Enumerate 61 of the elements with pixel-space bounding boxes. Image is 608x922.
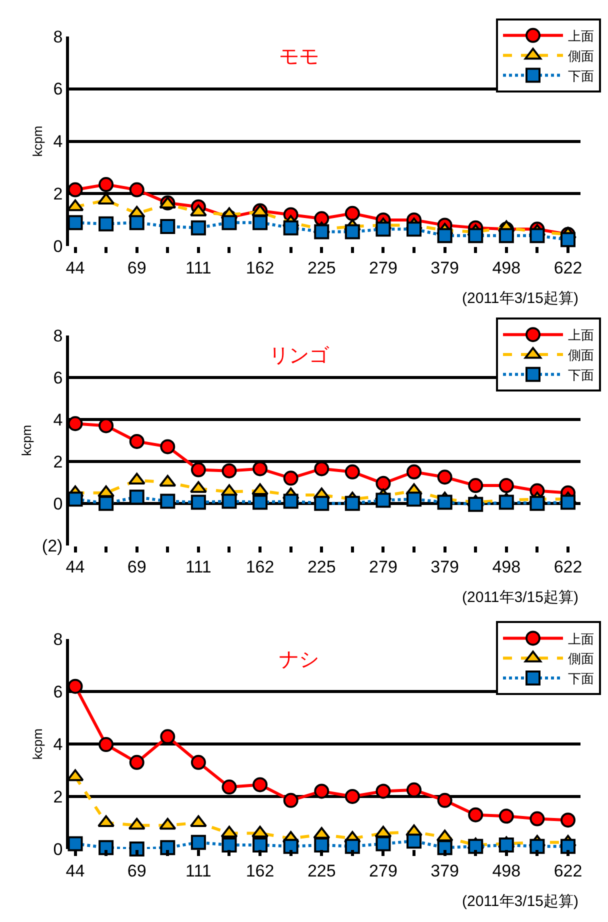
x-tick-label: 279 (369, 558, 398, 577)
x-tick-label: 44 (66, 558, 85, 577)
legend-label: 下面 (568, 68, 594, 84)
x-tick-label: 279 (369, 258, 398, 278)
y-tick-label: 2 (53, 787, 63, 806)
x-tick-label: 111 (186, 558, 212, 577)
text: リンゴ (269, 345, 330, 367)
x-tick-label: 279 (369, 861, 398, 880)
legend-label: 側面 (568, 48, 594, 64)
x-tick-label: 225 (307, 258, 336, 278)
y-tick-label: 0 (53, 237, 63, 256)
y-tick-label: 0 (53, 840, 63, 859)
text: (2011年3/15起算) (462, 893, 578, 910)
x-tick-label: 69 (127, 258, 146, 278)
y-tick-label: 2 (53, 184, 63, 204)
x-tick-label: 111 (186, 258, 212, 278)
legend-label: 下面 (568, 367, 594, 382)
text: モモ (279, 46, 319, 68)
x-tick-label: 379 (430, 861, 459, 880)
y-tick-label: 6 (53, 368, 63, 388)
x-tick-label: 162 (246, 258, 274, 278)
y-tick-label: (2) (42, 536, 63, 556)
x-tick-label: 69 (127, 558, 146, 577)
y-tick-label: 6 (53, 682, 63, 702)
x-tick-label: 498 (492, 258, 521, 278)
y-tick-label: 0 (53, 494, 63, 514)
x-tick-label: 379 (430, 258, 459, 278)
x-tick-label: 622 (554, 258, 582, 278)
x-tick-label: 498 (492, 558, 521, 577)
y-tick-label: 4 (53, 132, 63, 152)
x-tick-label: 225 (307, 558, 336, 577)
x-tick-label: 622 (554, 861, 582, 880)
x-tick-label: 498 (492, 861, 521, 880)
x-tick-label: 622 (554, 558, 582, 577)
x-tick-label: 162 (246, 558, 274, 577)
y-axis-title: kcpm (30, 126, 46, 157)
text: (2011年3/15起算) (462, 290, 578, 307)
x-tick-label: 44 (66, 258, 85, 278)
y-axis-title: kcpm (18, 424, 34, 456)
legend-label: 上面 (568, 328, 594, 343)
y-tick-label: 6 (53, 80, 63, 99)
x-tick-label: 44 (66, 861, 85, 880)
y-axis-title: kcpm (30, 728, 46, 760)
text: ナシ (279, 649, 319, 671)
y-tick-label: 4 (53, 734, 63, 754)
y-tick-label: 8 (53, 326, 63, 346)
legend-label: 側面 (568, 651, 594, 666)
x-tick-label: 69 (127, 861, 146, 880)
x-tick-label: 379 (430, 558, 459, 577)
legend-label: 上面 (568, 631, 594, 646)
legend-label: 下面 (568, 671, 594, 686)
x-tick-label: 111 (186, 861, 212, 880)
y-tick-label: 4 (53, 410, 63, 430)
legend-label: 側面 (568, 348, 594, 363)
text: (2011年3/15起算) (462, 589, 578, 606)
y-tick-label: 8 (53, 27, 63, 46)
x-tick-label: 162 (246, 861, 274, 880)
y-tick-label: 8 (53, 630, 63, 650)
legend-label: 上面 (568, 28, 594, 44)
x-tick-label: 225 (307, 861, 336, 880)
y-tick-label: 2 (53, 452, 63, 472)
